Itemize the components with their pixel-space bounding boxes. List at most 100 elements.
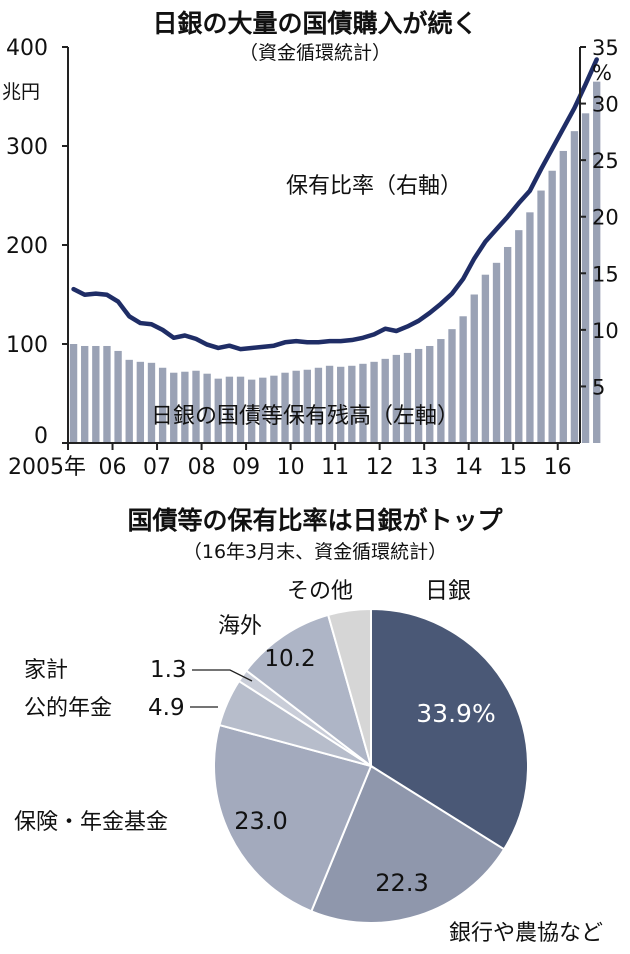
x-tick-label: 12 [366,455,394,480]
right-tick-label: 20 [592,206,619,230]
pie-value-banks: 22.3 [375,869,428,897]
holdings-bar [559,150,567,443]
holdings-bar [437,339,445,443]
bar-series [69,81,601,444]
ratio-line [71,57,599,352]
right-tick-label: 10 [592,319,619,343]
holdings-bar [81,345,89,443]
holdings-bar [214,378,222,443]
x-tick-label: 08 [188,455,216,480]
pie-label-public-pension: 公的年金 [24,696,112,721]
holdings-bar [503,246,512,443]
holdings-bar [136,361,145,443]
holdings-bar [370,361,378,443]
right-tick-label: 35 [592,36,619,60]
holdings-bar [92,345,100,443]
holdings-bar [593,81,601,444]
holdings-bar [125,359,133,443]
pie-label-insurance: 保険・年金基金 [14,810,168,835]
pie-value-nichigin: 33.9% [416,699,495,728]
pie-slice-banks [310,764,506,925]
holdings-bar [158,367,167,443]
x-tick-label: 09 [232,455,260,480]
holdings-bar [170,372,178,443]
holdings-bar [281,372,289,443]
left-tick-label: 0 [34,424,48,449]
pie-label-other: その他 [287,579,353,604]
x-tick-label: 07 [143,455,171,480]
pie-value-overseas: 10.2 [264,646,315,672]
holdings-bar [192,370,200,443]
holdings-bar [414,348,423,443]
holdings-bar [236,376,245,443]
household-leader-line [192,669,253,682]
holdings-bar [481,274,490,443]
holdings-bar [392,354,401,443]
holdings-bar [325,365,334,443]
holdings-bar [303,369,311,443]
holdings-bar [259,377,267,443]
pie-value-household: 1.3 [150,657,187,683]
right-tick-label: 15 [592,262,619,286]
holdings-bar [537,190,545,443]
pie-slice-overseas [244,613,373,769]
holdings-bar [470,294,478,443]
holdings-bar [548,170,556,443]
x-tick-label: 2005年 [8,455,86,480]
pie-slice-nichigin [370,607,529,851]
right-tick-label: 5 [592,375,605,399]
holdings-bar [403,352,412,443]
holdings-bar [426,345,434,443]
x-tick-label: 11 [321,455,349,480]
x-tick-label: 06 [99,455,127,480]
pie-subtitle: （16年3月末、資金循環統計） [182,541,448,563]
x-tick-label: 16 [544,455,572,480]
holdings-bar [581,113,590,443]
holdings-bar [570,131,579,443]
holdings-bar [381,358,389,443]
holdings-bar [292,370,300,443]
holdings-bar [103,345,111,443]
right-tick-label: 25 [592,149,619,173]
holdings-bar [114,350,122,443]
holdings-bar [147,362,156,443]
pie-leader-lines [190,669,253,708]
holdings-bar [348,365,356,443]
holdings-bar [526,212,534,443]
holdings-bar [69,344,78,443]
line-bar-chart: 0 100 200 300 400 5 10 15 20 25 30 35 2005年 06 07 08 09 1… [2,36,619,480]
left-tick-label: 100 [6,333,48,358]
holdings-bar [448,329,456,443]
holdings-bar [459,316,467,443]
x-tick-label: 14 [455,455,483,480]
pie-slices [213,607,529,925]
chart-subtitle: （資金循環統計） [238,42,391,64]
holdings-bar [181,371,189,443]
pie-value-insurance: 23.0 [234,807,287,835]
pie-label-household: 家計 [24,658,68,683]
axes: 0 100 200 300 400 5 10 15 20 25 30 35 2005年 06 07 08 09 1… [6,36,619,480]
holdings-bar [492,262,501,443]
holdings-bar [247,379,256,443]
pie-value-public-pension: 4.9 [148,695,185,721]
pie-slice-insurance [213,723,373,913]
x-tick-label: 15 [499,455,527,480]
pie-label-overseas: 海外 [218,614,262,639]
right-tick-label: 30 [592,93,619,117]
holdings-bar [337,366,345,443]
chart-title: 日銀の大量の国債購入が続く [152,9,478,38]
x-tick-label: 10 [277,455,305,480]
pie-label-nichigin: 日銀 [425,578,471,604]
pie-slice-other [326,607,372,767]
pie-label-banks: 銀行や農協など [449,921,603,946]
left-unit-label: 兆円 [2,81,40,103]
right-unit-label: % [592,61,612,85]
holdings-series-label: 日銀の国債等保有残高（左軸） [151,404,459,429]
x-tick-label: 13 [410,455,438,480]
holdings-bar [203,373,211,443]
left-tick-label: 200 [6,234,48,259]
left-tick-label: 300 [6,135,48,160]
holdings-bar [225,376,234,443]
holdings-bar [515,230,523,443]
